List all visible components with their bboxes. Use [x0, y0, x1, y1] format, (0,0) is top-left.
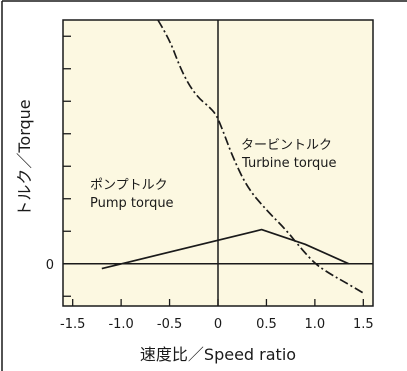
annotation-pump-jp: ポンプトルク	[90, 178, 168, 193]
turbine-torque-line	[157, 19, 364, 294]
x-tick-label: 1.0	[305, 317, 326, 332]
y-axis-label: トルク／Torque	[15, 99, 34, 216]
series-group	[101, 19, 364, 294]
y-tick-label: 0	[46, 258, 54, 273]
x-tick-label: -0.5	[157, 317, 182, 332]
x-tick-label: -1.0	[108, 317, 133, 332]
x-tick-label: -1.5	[60, 317, 85, 332]
x-tick-label: 0	[214, 317, 222, 332]
pump-torque-line	[101, 228, 350, 270]
tick-labels: -1.5 -1.0 -0.5 0 0.5 1.0 1.5 0	[46, 258, 374, 332]
zero-axes	[63, 20, 373, 306]
annotation-pump-en: Pump torque	[90, 196, 174, 211]
annotation-turbine-en: Turbine torque	[241, 156, 336, 171]
x-tick-label: 1.5	[353, 317, 374, 332]
x-axis-label: 速度比／Speed ratio	[140, 345, 296, 364]
annotation-turbine-jp: タービントルク	[241, 138, 332, 153]
x-tick-label: 0.5	[256, 317, 277, 332]
